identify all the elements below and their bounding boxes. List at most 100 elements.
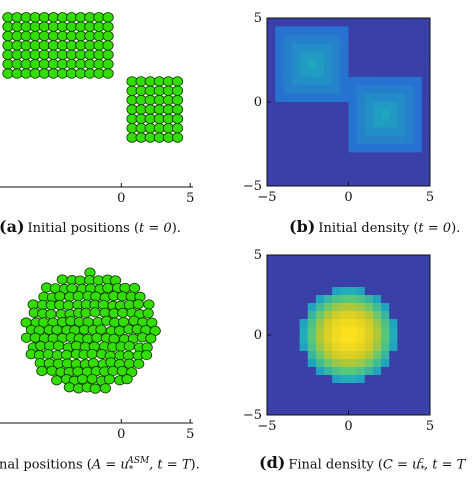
panel-b-cell — [299, 18, 309, 27]
panel-d-cell — [267, 287, 276, 296]
panel-b-cell — [372, 102, 382, 111]
panel-b-cell — [332, 118, 341, 128]
panel-d-cell — [364, 255, 374, 264]
panel-d-cell — [267, 407, 276, 416]
panel-b-cell — [275, 102, 284, 111]
panel-b-cell — [332, 43, 341, 53]
panel-d-cell — [397, 383, 407, 392]
panel-b-cell — [421, 68, 431, 78]
panel-d-cell — [421, 375, 431, 384]
panel-d-cell — [397, 351, 407, 360]
panel-d-cell — [389, 311, 398, 320]
panel-b-cell — [283, 26, 292, 36]
panel-d-cell — [356, 351, 366, 360]
panel-d-cell — [348, 311, 358, 320]
panel-d-cell — [413, 263, 423, 272]
panel-d-cell — [421, 367, 431, 376]
panel-d-cell — [381, 271, 390, 280]
panel-b-cell — [307, 18, 317, 27]
panel-c-particle — [46, 365, 58, 376]
panel-d-cell — [332, 327, 341, 336]
panel-b-cell — [421, 85, 431, 95]
panel-d-cell — [413, 375, 423, 384]
panel-d-cell — [291, 271, 301, 280]
panel-c-particle — [51, 375, 63, 386]
panel-b-cell — [348, 85, 358, 95]
panel-b-cell — [348, 34, 358, 44]
panel-b-cell — [413, 76, 423, 86]
panel-d-cell — [413, 351, 423, 360]
panel-b-cell — [340, 160, 349, 170]
panel-d-cell — [413, 407, 423, 416]
panel-d-cell — [332, 375, 341, 384]
panel-d-cell — [275, 287, 284, 296]
panel-b-cell — [348, 169, 358, 179]
panel-d-cell — [283, 335, 292, 344]
panel-b-cell — [389, 135, 398, 145]
panel-b-cell — [332, 144, 341, 153]
panel-d-cell — [372, 255, 382, 264]
panel-c-particle — [102, 282, 114, 294]
panel-d-cell — [405, 303, 415, 312]
panel-d-cell — [324, 359, 333, 368]
panel-b-cell — [381, 60, 390, 69]
panel-d-cell — [381, 399, 390, 408]
panel-b-cell — [332, 110, 341, 120]
panel-b-cell — [405, 169, 415, 179]
panel-d-cell — [381, 287, 390, 296]
panel-b-cell — [283, 93, 292, 103]
panel-d-cell — [348, 383, 358, 392]
panel-d-cell — [291, 399, 301, 408]
panel-b-cell — [267, 135, 276, 145]
panel-d-cell — [340, 359, 349, 368]
panel-b-cell — [275, 160, 284, 170]
panel-b-cell — [299, 102, 309, 111]
panel-b-cell — [275, 177, 284, 187]
panel-b-cell — [372, 93, 382, 103]
panel-b-cell — [299, 76, 309, 86]
panel-a-particle — [102, 12, 114, 23]
panel-b-cell — [348, 102, 358, 111]
panel-b-cell — [267, 177, 276, 187]
panel-d-cell — [275, 263, 284, 272]
panel-d-cell — [348, 303, 358, 312]
panel-b-cell — [283, 110, 292, 120]
panel-b-cell — [356, 102, 366, 111]
panel-b-cell — [381, 85, 390, 95]
panel-d-cell — [405, 319, 415, 328]
panel-d-cell — [405, 311, 415, 320]
panel-c-particle — [123, 358, 135, 369]
panel-b-cell — [348, 177, 358, 187]
panel-d-cell — [315, 279, 325, 288]
panel-b-cell — [267, 60, 276, 69]
panel-b-cell — [348, 51, 358, 61]
panel-b-cell — [315, 127, 325, 137]
panel-b-cell — [413, 110, 423, 120]
panel-d-cell — [299, 279, 309, 288]
panel-b-cell — [299, 127, 309, 137]
panel-b-cell — [291, 85, 301, 95]
panel-d-cell — [283, 255, 292, 264]
panel-b-cell — [413, 169, 423, 179]
panel-d-cell — [340, 295, 349, 304]
panel-b-cell — [283, 127, 292, 137]
panel-a-label: (a) — [0, 217, 25, 236]
panel-d-cell — [340, 383, 349, 392]
panel-b-cell — [389, 169, 398, 179]
panel-d-cell — [267, 335, 276, 344]
panel-d-cell — [421, 287, 431, 296]
panel-d-cell — [397, 367, 407, 376]
panel-b-cell — [267, 118, 276, 128]
panel-d-cell — [332, 359, 341, 368]
panel-d-cell — [405, 359, 415, 368]
panel-c-particle — [142, 308, 154, 319]
panel-b-cell — [299, 68, 309, 78]
panel-b-cell — [267, 76, 276, 86]
panel-d-cell — [348, 279, 358, 288]
panel-d-cell — [413, 367, 423, 376]
panel-d-cell — [332, 295, 341, 304]
panel-d-cell — [364, 327, 374, 336]
panel-d-cell — [307, 383, 317, 392]
panel-d-cell — [381, 367, 390, 376]
